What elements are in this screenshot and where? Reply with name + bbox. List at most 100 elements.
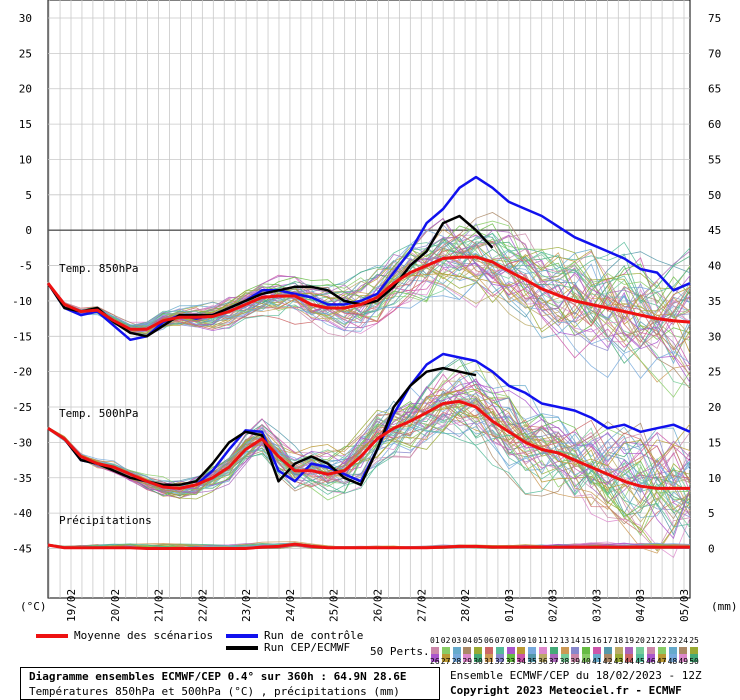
pert-swatch [668, 654, 677, 662]
pert-number: 04 [462, 636, 473, 645]
x-tick-label: 04/03 [634, 589, 647, 622]
legend-control-line [226, 634, 258, 638]
pert-number: 25 [689, 636, 699, 645]
pert-number: 34 [516, 657, 527, 666]
x-tick-label: 05/03 [678, 589, 691, 622]
pert-swatch [441, 654, 450, 662]
pert-swatch [603, 654, 612, 662]
pert-number: 16 [592, 636, 602, 645]
x-tick-label: 19/02 [65, 589, 78, 622]
right-tick-label: 60 [708, 118, 721, 131]
ensemble-member-line [47, 250, 691, 333]
ensemble-member-line [47, 229, 691, 372]
panel-labels: Temp. 850hPa Temp. 500hPa Précipitations [59, 262, 152, 527]
left-tick-label: 10 [19, 153, 32, 166]
pert-swatch [463, 647, 472, 655]
axis-ticks: 302520151050-5-10-15-20-25-30-35-40-4575… [12, 12, 737, 622]
pert-number: 08 [505, 636, 516, 645]
pert-number: 05 [473, 636, 483, 645]
pert-number: 17 [602, 636, 613, 645]
info-subtitle: Températures 850hPa et 500hPa (°C) , pré… [29, 685, 400, 698]
right-tick-label: 70 [708, 47, 721, 60]
pert-swatch [657, 647, 666, 655]
pert-swatch [431, 647, 439, 655]
pert-swatch [679, 647, 688, 655]
pert-number: 35 [527, 657, 537, 666]
left-tick-label: -35 [12, 472, 32, 485]
pert-number: 10 [527, 636, 537, 645]
ensemble-mean-line [47, 399, 690, 490]
left-tick-label: 15 [19, 118, 32, 131]
ensemble-mean-line [47, 542, 690, 550]
pert-swatch [582, 654, 591, 662]
pert-number: 20 [635, 636, 645, 645]
pert-number: 26 [430, 657, 440, 666]
ensemble-member-line [47, 232, 691, 327]
pert-swatch [506, 647, 515, 655]
right-tick-label: 45 [708, 224, 721, 237]
pert-swatch [560, 647, 569, 655]
right-tick-label: 0 [708, 542, 715, 555]
left-tick-label: 5 [25, 189, 32, 202]
left-tick-label: 25 [19, 47, 32, 60]
pert-swatch [647, 654, 655, 662]
pert-swatch [593, 647, 601, 655]
pert-swatch [549, 647, 558, 655]
legend-perts-label: 50 Perts. [370, 645, 430, 658]
pert-swatch [625, 647, 634, 655]
control-run-line [46, 175, 691, 342]
right-tick-label: 5 [708, 507, 715, 520]
pert-number: 23 [667, 636, 678, 645]
right-tick-label: 65 [708, 83, 721, 96]
pert-swatch [474, 654, 483, 662]
pert-number: 11 [538, 636, 548, 645]
legend-mean-label: Moyenne des scénarios [74, 629, 214, 642]
pert-swatch [571, 647, 580, 655]
left-tick-label: -25 [12, 401, 32, 414]
right-tick-label: 10 [708, 472, 721, 485]
pert-number: 41 [592, 657, 602, 666]
pert-swatch [495, 654, 504, 662]
left-axis-unit: (°C) [20, 600, 47, 613]
pert-swatch [528, 654, 537, 662]
pert-swatch [614, 654, 623, 662]
left-tick-label: -5 [19, 260, 32, 273]
pert-number: 36 [538, 657, 548, 666]
pert-number: 33 [505, 657, 516, 666]
pert-swatch [593, 654, 601, 662]
pert-swatch [431, 654, 439, 662]
pert-swatch [625, 654, 634, 662]
pert-swatch [539, 654, 547, 662]
x-tick-label: 27/02 [415, 589, 428, 622]
pert-number: 38 [559, 657, 570, 666]
pert-number: 30 [473, 657, 483, 666]
left-tick-label: 30 [19, 12, 32, 25]
x-tick-label: 24/02 [284, 589, 297, 622]
pert-number: 48 [667, 657, 678, 666]
right-tick-label: 40 [708, 260, 721, 273]
ensemble-member-line [47, 378, 691, 540]
pert-number: 46 [646, 657, 656, 666]
x-tick-label: 21/02 [153, 589, 166, 622]
ensemble-mean-line [46, 255, 691, 331]
left-tick-label: -20 [12, 366, 32, 379]
legend-control-label: Run de contrôle [264, 629, 364, 642]
pert-swatch [452, 647, 461, 655]
pert-swatch [636, 654, 645, 662]
pert-number: 37 [548, 657, 559, 666]
left-tick-label: -45 [12, 542, 32, 555]
legend-mean-line [36, 634, 68, 638]
pert-swatch [452, 654, 461, 662]
pert-swatch [441, 647, 450, 655]
pert-number: 12 [548, 636, 559, 645]
pert-number: 01 [430, 636, 440, 645]
pert-swatch [517, 654, 526, 662]
pert-number: 40 [581, 657, 591, 666]
right-tick-label: 20 [708, 401, 721, 414]
pert-number: 43 [613, 657, 624, 666]
left-tick-label: -10 [12, 295, 32, 308]
right-tick-label: 55 [708, 153, 721, 166]
right-tick-label: 25 [708, 366, 721, 379]
pert-swatch [657, 654, 666, 662]
cep-run-line [47, 366, 477, 487]
